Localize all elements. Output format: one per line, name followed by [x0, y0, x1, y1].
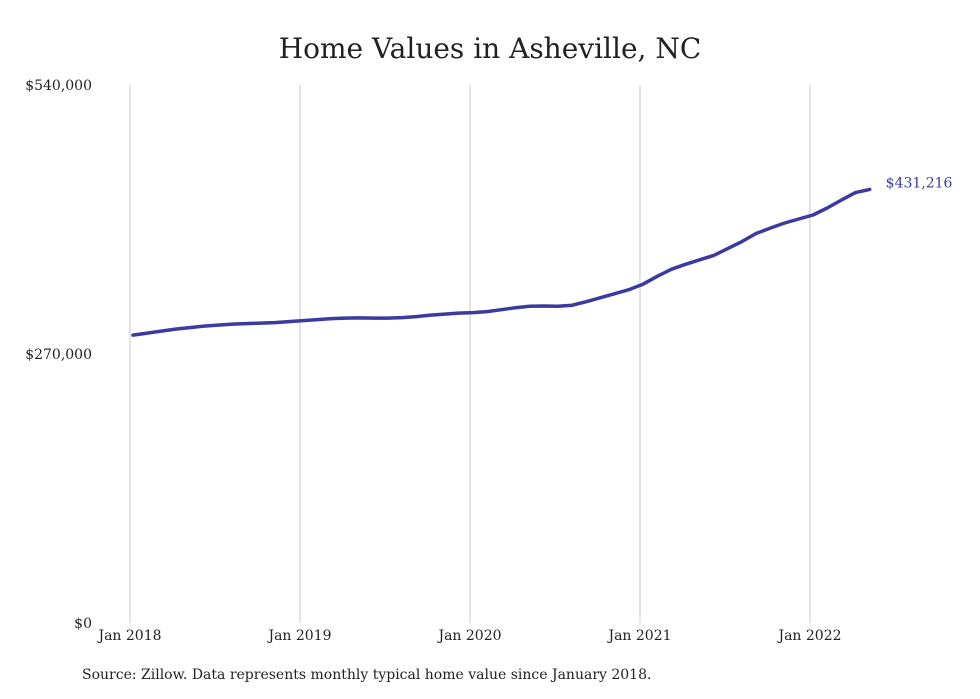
y-tick-label: $540,000 — [25, 78, 92, 94]
series-line — [131, 187, 872, 337]
x-tick-label: Jan 2022 — [776, 628, 841, 644]
y-tick-label: $0 — [74, 616, 92, 632]
x-axis-tick-labels: Jan 2018 Jan 2019 Jan 2020 Jan 2021 Jan 2022 — [96, 628, 841, 644]
x-tick-label: Jan 2020 — [436, 628, 501, 644]
chart-title: Home Values in Asheville, NC — [278, 32, 702, 65]
source-note: Source: Zillow. Data represents monthly … — [82, 667, 652, 683]
x-tick-label: Jan 2019 — [266, 628, 331, 644]
end-label-layer: $431,216 — [886, 175, 953, 191]
end-value-label: $431,216 — [886, 175, 953, 191]
y-axis-tick-labels: $0 $270,000 $540,000 — [25, 78, 92, 632]
y-tick-label: $270,000 — [25, 347, 92, 363]
grid-lines — [129, 85, 811, 623]
series-layer — [131, 187, 872, 337]
x-tick-label: Jan 2018 — [96, 628, 161, 644]
x-tick-label: Jan 2021 — [606, 628, 671, 644]
